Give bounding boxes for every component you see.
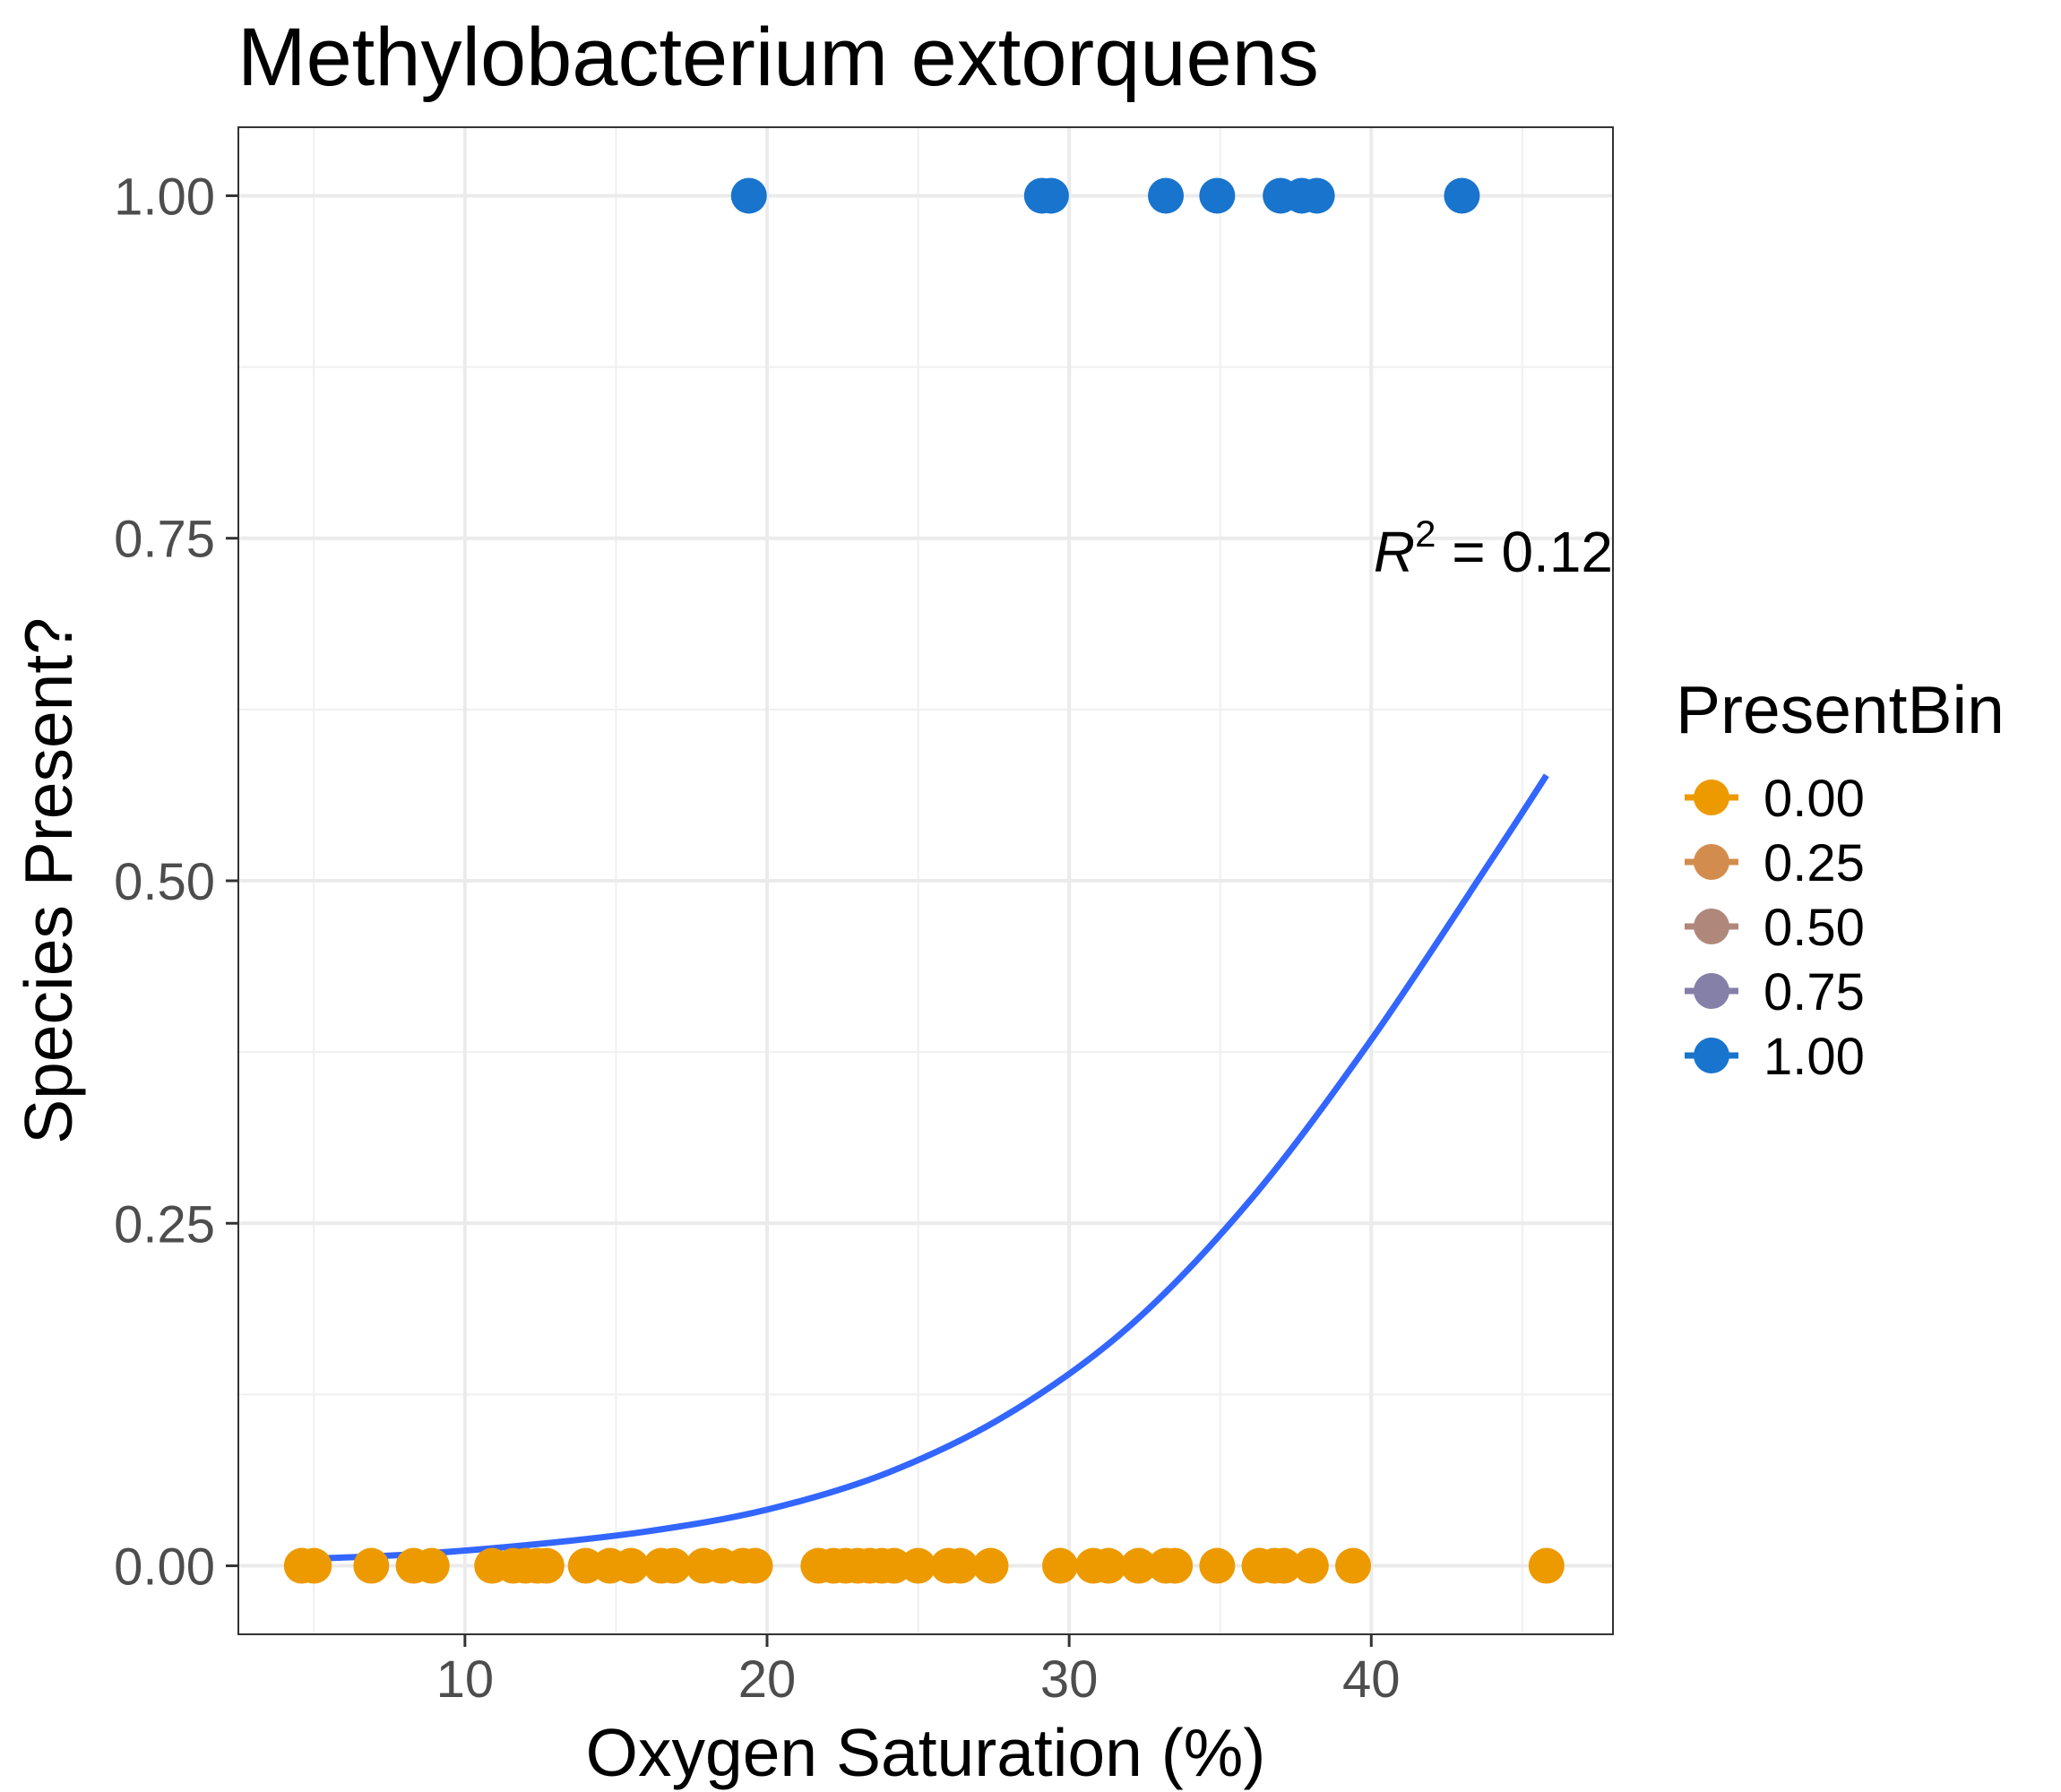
data-point [1199, 1547, 1236, 1584]
data-point [296, 1547, 332, 1584]
data-point [1090, 1547, 1126, 1584]
legend-key-point [1694, 780, 1729, 815]
data-point [972, 1547, 1009, 1584]
chart-title: Methylobacterium extorquens [237, 12, 1319, 103]
data-point [655, 1547, 692, 1584]
legend-entry: 0.75 [1685, 963, 1865, 1021]
data-point [1042, 1547, 1079, 1584]
legend-key-point [1694, 973, 1729, 1009]
grid-major [238, 127, 1613, 1634]
x-axis-title: Oxygen Saturation (%) [586, 1715, 1266, 1790]
legend-label: 0.00 [1763, 770, 1865, 828]
data-point [413, 1547, 450, 1584]
r-symbol: R [1374, 520, 1415, 584]
legend-key-point [1694, 1038, 1729, 1073]
legend-title: PresentBin [1676, 672, 2005, 747]
x-tick-label: 40 [1342, 1650, 1401, 1709]
x-tick-label: 30 [1040, 1650, 1099, 1709]
legend-key-point [1694, 909, 1729, 944]
legend-label: 0.25 [1763, 834, 1865, 892]
data-point [900, 1547, 936, 1584]
x-tick-label: 10 [436, 1650, 495, 1709]
data-point [1265, 1547, 1302, 1584]
data-point [1298, 177, 1335, 214]
r-squared-text: R2 = 0.12 [1374, 513, 1613, 584]
y-tick-label: 0.00 [114, 1538, 215, 1597]
data-point [1032, 177, 1069, 214]
y-axis: 0.00 0.25 0.50 0.75 1.00 [114, 168, 238, 1597]
r-squared-annotation: R2 = 0.12 [1374, 513, 1613, 584]
x-axis: 10 20 30 40 [436, 1634, 1401, 1709]
fit-curve-layer [301, 773, 1549, 1563]
data-point [1528, 1547, 1565, 1584]
legend-label: 0.75 [1763, 963, 1865, 1021]
legend-entry: 1.00 [1685, 1028, 1865, 1086]
data-point [737, 1547, 773, 1584]
y-axis-title: Species Present? [11, 617, 86, 1144]
legend-label: 0.50 [1763, 899, 1865, 957]
points-layer [283, 177, 1565, 1584]
y-tick-label: 0.75 [114, 511, 215, 569]
legend-label: 1.00 [1763, 1028, 1865, 1086]
legend-entry: 0.00 [1685, 770, 1865, 828]
legend-entries: 0.00 0.25 0.50 0.75 1.00 [1685, 770, 1865, 1086]
legend: PresentBin 0.00 0.25 0.50 0.75 1.00 [1676, 672, 2005, 1086]
data-point [1199, 177, 1236, 214]
data-point [528, 1547, 565, 1584]
data-point [1335, 1547, 1372, 1584]
y-tick-label: 0.25 [114, 1195, 215, 1254]
y-tick-label: 0.50 [114, 853, 215, 911]
legend-key-point [1694, 844, 1729, 880]
data-point [1292, 1547, 1329, 1584]
data-point [730, 177, 767, 214]
legend-entry: 0.25 [1685, 834, 1865, 892]
data-point [353, 1547, 390, 1584]
r-value: = 0.12 [1436, 520, 1614, 584]
data-point [1157, 1547, 1194, 1584]
data-point [613, 1547, 650, 1584]
fit-curve [301, 773, 1549, 1563]
data-point [942, 1547, 979, 1584]
data-point [1148, 177, 1185, 214]
r-superscript: 2 [1415, 513, 1436, 555]
legend-entry: 0.50 [1685, 899, 1865, 957]
data-point [1444, 177, 1480, 214]
x-tick-label: 20 [738, 1650, 797, 1709]
data-point [1120, 1547, 1157, 1584]
y-tick-label: 1.00 [114, 168, 215, 226]
